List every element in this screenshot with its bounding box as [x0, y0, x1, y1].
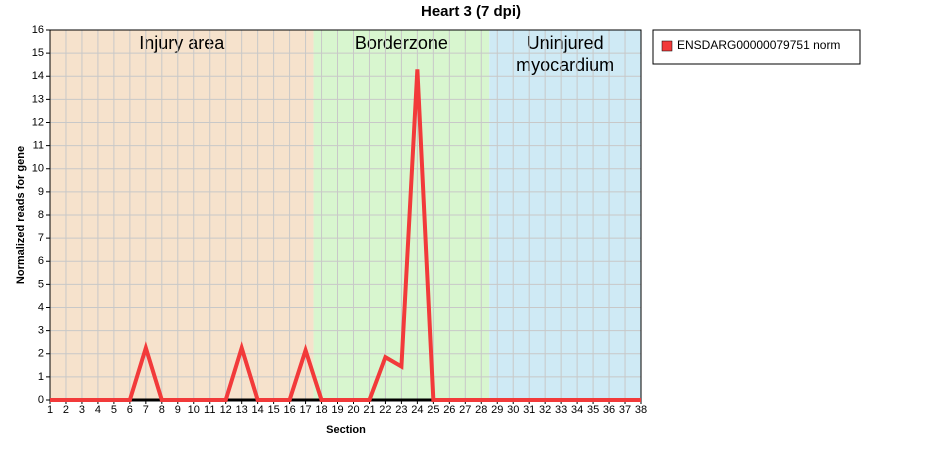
x-tick-label: 2 — [63, 404, 69, 416]
x-axis-label: Section — [326, 424, 366, 436]
y-tick-label: 0 — [38, 394, 44, 406]
y-tick-label: 8 — [38, 209, 44, 221]
x-tick-label: 30 — [507, 404, 519, 416]
x-tick-label: 21 — [363, 404, 375, 416]
y-axis-label: Normalized reads for gene — [15, 146, 27, 284]
x-tick-label: 10 — [188, 404, 200, 416]
y-tick-label: 3 — [38, 325, 44, 337]
y-tick-label: 6 — [38, 255, 44, 267]
x-tick-label: 25 — [427, 404, 439, 416]
legend-label: ENSDARG00000079751 norm — [677, 38, 840, 52]
x-tick-label: 23 — [395, 404, 407, 416]
y-tick-label: 16 — [32, 24, 44, 36]
x-tick-label: 32 — [539, 404, 551, 416]
x-tick-label: 31 — [523, 404, 535, 416]
region-label: Injury area — [139, 33, 225, 53]
y-tick-label: 12 — [32, 116, 44, 128]
y-tick-label: 7 — [38, 232, 44, 244]
x-tick-label: 5 — [111, 404, 117, 416]
x-tick-label: 12 — [220, 404, 232, 416]
x-tick-label: 27 — [459, 404, 471, 416]
y-tick-label: 13 — [32, 93, 44, 105]
y-tick-label: 9 — [38, 186, 44, 198]
x-tick-label: 1 — [47, 404, 53, 416]
chart-title: Heart 3 (7 dpi) — [421, 3, 521, 20]
x-tick-label: 8 — [159, 404, 165, 416]
x-tick-label: 3 — [79, 404, 85, 416]
x-tick-label: 24 — [411, 404, 423, 416]
x-tick-label: 35 — [587, 404, 599, 416]
x-tick-label: 26 — [443, 404, 455, 416]
x-tick-label: 17 — [299, 404, 311, 416]
legend-box — [652, 29, 861, 65]
region-label: Uninjured — [527, 33, 604, 53]
x-tick-label: 9 — [175, 404, 181, 416]
x-tick-label: 18 — [315, 404, 327, 416]
y-tick-label: 14 — [32, 70, 44, 82]
y-tick-label: 2 — [38, 348, 44, 360]
y-tick-label: 5 — [38, 278, 44, 290]
x-tick-label: 11 — [204, 404, 215, 416]
x-tick-label: 34 — [571, 404, 583, 416]
x-tick-label: 20 — [347, 404, 359, 416]
y-tick-label: 11 — [33, 140, 44, 152]
x-tick-label: 14 — [252, 404, 264, 416]
y-tick-label: 1 — [38, 371, 44, 383]
y-tick-label: 15 — [32, 47, 44, 59]
x-tick-label: 33 — [555, 404, 567, 416]
y-tick-label: 10 — [32, 163, 44, 175]
x-tick-label: 37 — [619, 404, 631, 416]
x-tick-label: 4 — [95, 404, 101, 416]
x-tick-label: 38 — [635, 404, 647, 416]
x-tick-label: 6 — [127, 404, 133, 416]
x-tick-label: 29 — [491, 404, 503, 416]
x-tick-label: 28 — [475, 404, 487, 416]
x-tick-label: 19 — [331, 404, 343, 416]
data-line — [50, 69, 641, 402]
x-tick-label: 22 — [379, 404, 391, 416]
y-tick-label: 4 — [38, 301, 44, 313]
x-tick-label: 13 — [236, 404, 248, 416]
x-tick-label: 36 — [603, 404, 615, 416]
x-tick-label: 16 — [283, 404, 295, 416]
x-tick-label: 15 — [267, 404, 279, 416]
legend-swatch — [661, 40, 673, 52]
region-label: myocardium — [516, 55, 614, 75]
x-tick-label: 7 — [143, 404, 149, 416]
